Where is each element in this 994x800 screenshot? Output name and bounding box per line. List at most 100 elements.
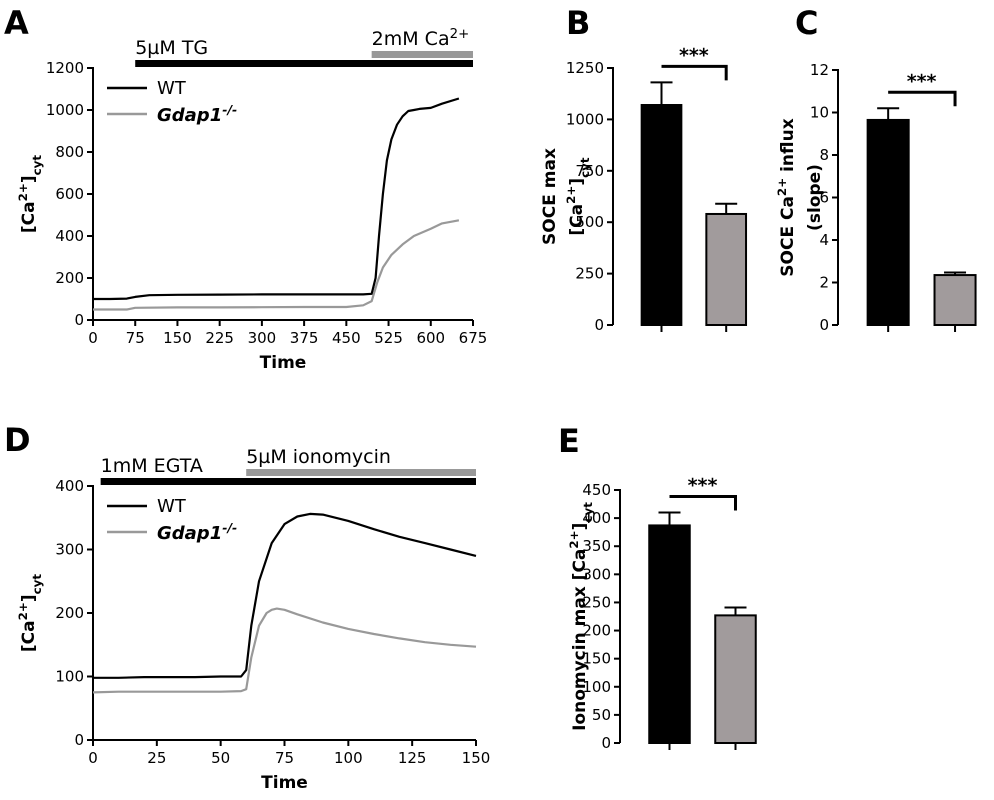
y-axis-label-part: [Ca (567, 204, 587, 236)
legend-label: Gdap1-/- (157, 102, 237, 127)
panel-letter: E (558, 422, 580, 460)
y-tick-label: 400 (55, 227, 84, 245)
y-tick-label: 8 (819, 146, 829, 164)
y-axis-label-part: 2+ (564, 186, 578, 204)
y-tick-label: 200 (55, 269, 84, 287)
y-tick-label: 12 (810, 61, 829, 79)
x-tick-label: 100 (334, 749, 363, 767)
x-tick-label: 75 (275, 749, 294, 767)
series-line (93, 97, 460, 301)
series-line (93, 512, 477, 679)
condition-bar (135, 60, 473, 67)
y-tick-label: 300 (582, 565, 611, 583)
legend-label-part: Gdap1 (157, 523, 222, 544)
panel-a: A 0 200 400 600 800 1000 1200 0 75 150 225 300 375 450… (4, 4, 487, 373)
significance-stars: *** (688, 474, 718, 496)
y-tick-label: 400 (55, 477, 84, 495)
legend-label-part: -/- (222, 520, 237, 535)
y-tick-label: 500 (575, 213, 604, 231)
y-tick-label: 800 (55, 143, 84, 161)
bar (640, 104, 683, 327)
y-tick-label: 250 (582, 593, 611, 611)
y-axis-label: [Ca2+]cyt (16, 155, 44, 234)
condition-label: 5µM ionomycin (246, 446, 391, 468)
x-tick-label: 150 (163, 329, 192, 347)
y-tick-label: 200 (55, 604, 84, 622)
condition-label: 1mM EGTA (101, 455, 203, 477)
legend-label: WT (157, 78, 187, 99)
y-axis-label: SOCE Ca2+ influx (775, 118, 798, 276)
x-tick-label: 0 (88, 749, 98, 767)
condition-label-part: 2+ (450, 27, 470, 42)
y-tick-label: 350 (582, 537, 611, 555)
x-tick-label: 75 (126, 329, 145, 347)
y-axis-label: [Ca2+]cyt (16, 574, 44, 653)
condition-label: 2mM Ca2+ (372, 27, 470, 51)
legend-label: Gdap1-/- (157, 520, 237, 545)
y-tick-label: 400 (582, 509, 611, 527)
panel-d: D 0 100 200 300 400 0 25 50 75 100 125 150 Time [Ca2+]… (4, 421, 490, 793)
x-tick-label: 600 (416, 329, 445, 347)
y-tick-label: 1200 (46, 59, 84, 77)
significance-bracket (669, 494, 737, 511)
y-tick-label: 150 (582, 650, 611, 668)
x-tick-label: 375 (290, 329, 319, 347)
y-axis-label: Ionomycin max [Ca2+]cyt (567, 502, 595, 731)
x-tick-label: 0 (88, 329, 98, 347)
significance-bracket (661, 64, 728, 81)
y-tick-label: 50 (592, 706, 611, 724)
y-tick-label: 100 (582, 678, 611, 696)
y-axis-label: [Ca2+]cyt (564, 157, 592, 236)
y-tick-label: 250 (575, 265, 604, 283)
significance-stars: *** (679, 44, 709, 66)
y-tick-label: 200 (582, 622, 611, 640)
y-tick-label: 100 (55, 668, 84, 686)
series-line (92, 607, 477, 694)
panel-letter: C (795, 4, 818, 42)
x-axis-label: Time (260, 353, 307, 373)
y-tick-label: 0 (594, 316, 604, 334)
x-tick-label: 225 (205, 329, 234, 347)
y-axis-label-part: SOCE Ca (778, 196, 798, 277)
bar (933, 274, 977, 326)
y-axis-label-part: [Ca (19, 201, 39, 233)
x-tick-label: 450 (332, 329, 361, 347)
panel-c: C 0 2 4 6 8 10 12 SOCE Ca2+ influx (slope) *** (775, 4, 977, 334)
condition-bar (371, 51, 473, 58)
y-tick-label: 0 (74, 731, 84, 749)
bar (705, 212, 748, 326)
bar (866, 118, 910, 326)
y-axis-label-part: cyt (578, 157, 592, 178)
condition-label: 5µM TG (135, 37, 208, 59)
x-axis-label: Time (261, 773, 308, 793)
y-axis-label: SOCE max (540, 148, 560, 245)
x-tick-label: 675 (459, 329, 488, 347)
x-tick-label: 125 (398, 749, 427, 767)
y-axis-label-part: 2+ (775, 178, 789, 196)
panel-e: E 0 50 100 150 200 250 300 350 400 450 Ionomycin ma… (558, 422, 757, 752)
y-tick-label: 10 (810, 104, 829, 122)
y-tick-label: 450 (582, 481, 611, 499)
panel-letter: B (566, 4, 590, 42)
bar (714, 614, 757, 744)
y-axis-label-part: cyt (581, 502, 595, 523)
x-tick-label: 525 (374, 329, 403, 347)
condition-label-part: 2mM Ca (372, 28, 450, 50)
condition-bar (246, 469, 476, 476)
y-tick-label: 0 (74, 311, 84, 329)
y-axis-label-part: Ionomycin max [Ca (570, 549, 590, 731)
y-axis-label-part: ] (19, 175, 39, 183)
y-axis-label-part: 2+ (16, 183, 30, 201)
bar (648, 524, 691, 744)
y-tick-label: 750 (575, 162, 604, 180)
y-tick-label: 2 (819, 274, 829, 292)
y-tick-label: 1000 (566, 110, 604, 128)
y-axis-label-part: 2+ (16, 602, 30, 620)
x-tick-label: 300 (248, 329, 277, 347)
y-axis-label-part: ] (19, 594, 39, 602)
y-axis-label-part: ] (567, 178, 587, 186)
y-axis-label-part: [Ca (19, 620, 39, 652)
panel-letter: D (4, 421, 31, 459)
